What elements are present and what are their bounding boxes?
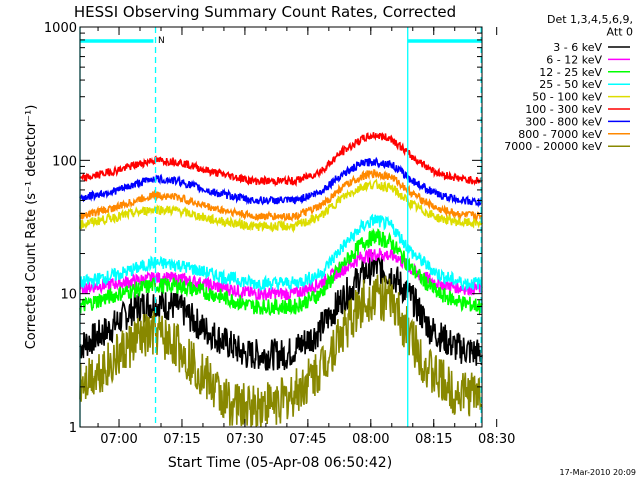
x-tick-label-6: 08:30 [478,432,515,447]
series-line-0 [79,252,483,371]
series-line-4 [79,178,483,234]
y-axis-label: Corrected Count Rate (s⁻¹ detector⁻¹) [24,105,39,350]
footer-timestamp: 17-Mar-2010 20:09 [560,468,637,477]
x-axis-label: Start Time (05-Apr-08 06:50:42) [168,455,392,471]
legend-label-1: 6 - 12 keV [546,53,602,66]
y-tick-label-1: 10 [60,288,77,303]
series-line-8 [79,274,483,428]
legend-header-0: Det 1,3,4,5,6,9, [547,13,633,26]
y-tick-label-2: 100 [52,154,77,169]
chart-title: HESSI Observing Summary Count Rates, Cor… [74,3,456,21]
x-tick-label-0: 07:00 [100,432,137,447]
legend-label-2: 12 - 25 keV [539,66,602,79]
legend-label-5: 100 - 300 keV [525,103,602,116]
legend-header-1: Att 0 [607,26,633,39]
legend-label-0: 3 - 6 keV [553,41,602,54]
y-tick-label-0: 1 [69,421,77,436]
x-tick-label-4: 08:00 [352,432,389,447]
x-tick-label-2: 07:30 [226,432,263,447]
legend-label-4: 50 - 100 keV [532,91,602,104]
annotation-label-6: N [158,36,165,46]
series-line-7 [79,169,483,223]
series-group [79,131,483,428]
y-tick-label-3: 1000 [44,21,77,36]
legend-label-7: 800 - 7000 keV [518,128,602,141]
legend-label-3: 25 - 50 keV [539,78,602,91]
legend-label-6: 300 - 800 keV [525,115,602,128]
plot-frame [79,26,483,428]
series-line-3 [79,213,483,293]
x-tick-label-3: 07:45 [289,432,326,447]
legend-label-8: 7000 - 20000 keV [504,140,602,153]
x-tick-label-5: 08:15 [415,432,452,447]
axes-group: 07:00 07:15 07:30 07:45 08:00 08:15 08:30 1 10 10… [44,21,516,447]
x-tick-label-1: 07:15 [163,432,200,447]
series-line-6 [79,156,483,208]
series-line-2 [79,227,483,317]
series-line-5 [79,131,483,188]
